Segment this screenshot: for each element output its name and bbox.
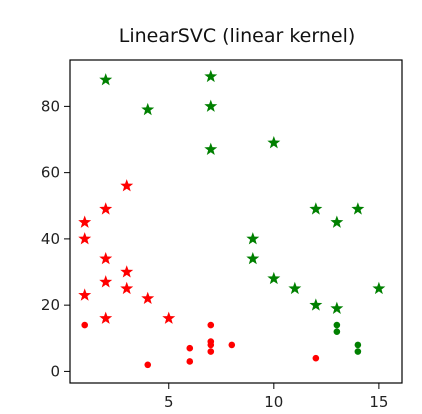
y-tick-label-80: 80 [41,97,60,115]
point-s0-3 [99,202,113,215]
point-s0-9 [120,281,134,295]
point-s1-9 [312,354,320,362]
y-tick-label-60: 60 [41,164,60,182]
point-s2-6 [246,251,260,265]
point-s1-4 [207,321,215,329]
point-s0-1 [78,232,92,245]
tick-marks: 5 10 15 0 20 40 60 80 [41,97,389,411]
y-tick-label-20: 20 [41,296,60,314]
point-s2-9 [288,281,302,295]
point-s1-3 [186,358,194,365]
point-s0-4 [99,251,113,265]
point-s3-3 [354,348,362,355]
point-s2-2 [204,69,218,83]
point-s1-2 [186,344,194,352]
point-s2-5 [246,232,260,245]
plot-frame [69,59,403,384]
point-s2-14 [351,202,365,215]
chart-title: LinearSVC (linear kernel) [119,25,356,47]
point-s2-1 [141,102,155,116]
point-s1-6 [207,341,215,349]
x-tick-label-5: 5 [164,393,174,411]
point-s2-13 [330,301,344,314]
point-s0-6 [99,311,113,324]
point-s0-10 [141,291,155,305]
point-s0-11 [162,311,176,324]
y-tick-label-40: 40 [41,230,60,248]
point-s2-4 [204,142,218,155]
y-tick-label-0: 0 [50,362,60,380]
point-s1-7 [207,348,215,355]
point-s2-3 [204,99,218,112]
point-s0-5 [99,275,113,288]
point-s1-1 [144,361,152,369]
point-s0-2 [78,288,92,301]
point-s1-8 [228,341,236,349]
point-s2-7 [267,136,281,149]
point-s3-2 [354,341,362,349]
x-tick-label-15: 15 [369,393,388,411]
point-s2-12 [330,215,344,228]
point-s2-11 [309,298,323,311]
x-tick-label-10: 10 [264,393,283,411]
point-s2-8 [267,271,281,285]
point-s1-0 [81,321,89,329]
point-s0-7 [120,179,134,192]
point-s3-0 [333,321,341,329]
point-s2-0 [99,73,113,86]
axes [69,59,403,384]
point-s2-15 [372,281,386,295]
point-s2-10 [309,202,323,215]
point-s0-0 [78,215,92,228]
point-s3-1 [333,328,341,335]
data-points [78,69,386,369]
point-s0-8 [120,265,134,278]
